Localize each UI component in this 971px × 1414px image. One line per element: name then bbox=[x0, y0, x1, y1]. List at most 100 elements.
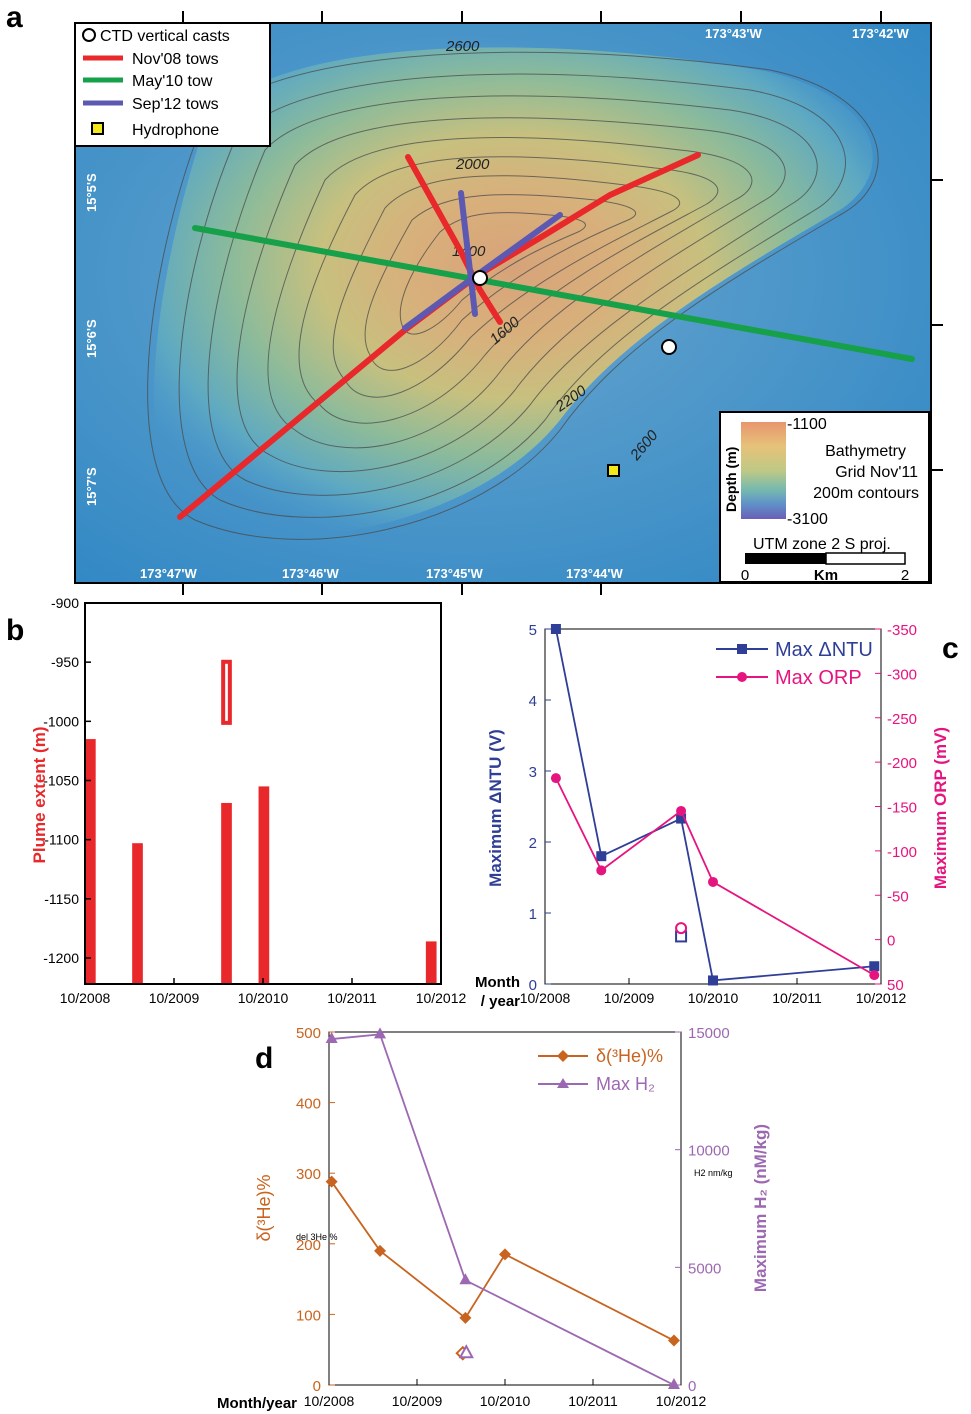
legend-he-marker bbox=[557, 1050, 569, 1062]
legend-label: Nov'08 tows bbox=[132, 51, 219, 68]
colorbar-box: Depth (m) -1100 -3100 Bathymetry Grid No… bbox=[719, 411, 930, 584]
left-tick-label: 400 bbox=[296, 1096, 321, 1113]
y-tick-label: -1000 bbox=[43, 713, 79, 729]
open-point bbox=[458, 1344, 474, 1359]
lon-label: 173°43'W bbox=[705, 26, 762, 41]
y-tick-label: -1200 bbox=[43, 950, 79, 966]
legend-label: Sep'12 tows bbox=[132, 96, 219, 113]
plume-bar bbox=[85, 739, 96, 984]
series-line bbox=[555, 777, 875, 976]
lon-label: 173°44'W bbox=[566, 566, 623, 581]
contour-label: 2600 bbox=[445, 38, 480, 55]
legend-label: Hydrophone bbox=[132, 122, 219, 139]
data-point bbox=[596, 865, 607, 876]
colorbar-note: 200m contours bbox=[813, 485, 919, 502]
depth-contours bbox=[147, 51, 879, 540]
panel-c-year-label: / year bbox=[481, 993, 520, 1010]
data-point bbox=[374, 1244, 387, 1257]
panel-d-right-label: Maximum H₂ (nM/kg) bbox=[751, 1124, 770, 1292]
right-tick-label: 0 bbox=[887, 933, 895, 950]
x-tick-label: 10/2012 bbox=[856, 990, 907, 1006]
panel-d-helium-hydrogen: d 010020030040050005000100001500010/2008… bbox=[217, 1025, 770, 1412]
x-tick-label: 10/2011 bbox=[327, 990, 377, 1006]
legend-h2-label: Max H₂ bbox=[596, 1074, 655, 1094]
legend-ntu-marker bbox=[737, 644, 747, 654]
map-legend: CTD vertical casts Nov'08 tows May'10 to… bbox=[74, 22, 271, 147]
panel-c-ntu-orp: c 0 1 2 3 4 5 50 0 -50 -100 -150 -200 -250 -300 -350 10… bbox=[475, 622, 959, 1010]
data-point bbox=[550, 773, 561, 784]
map-ticks bbox=[182, 11, 943, 595]
data-point bbox=[325, 1175, 338, 1188]
ctd-cast-marker bbox=[661, 339, 677, 355]
panel-c-legend: Max ΔNTU Max ORP bbox=[716, 639, 873, 689]
lon-label: 173°46'W bbox=[282, 566, 339, 581]
legend-hydrophone-symbol bbox=[91, 122, 104, 135]
colorbar-top-label: -1100 bbox=[787, 416, 827, 433]
panel-letter-c: c bbox=[942, 632, 959, 665]
data-point bbox=[676, 813, 687, 824]
right-tick-label: -50 bbox=[887, 888, 909, 905]
right-tick-label: -350 bbox=[887, 622, 917, 639]
y-tick-label: -950 bbox=[51, 654, 79, 670]
data-point bbox=[676, 805, 687, 816]
panel-d-note: H2 nm/kg bbox=[694, 1168, 733, 1178]
panel-b-bars bbox=[85, 659, 437, 984]
data-point bbox=[596, 851, 607, 862]
panel-d-left-label: δ(³He)% bbox=[254, 1174, 274, 1241]
panel-letter-a: a bbox=[6, 1, 23, 34]
projection-label: UTM zone 2 S proj. bbox=[753, 536, 891, 553]
colorbar-title: Depth (m) bbox=[723, 447, 739, 512]
data-point bbox=[499, 1248, 511, 1261]
legend-orp-label: Max ORP bbox=[775, 667, 862, 689]
colorbar-bottom-label: -3100 bbox=[787, 511, 828, 528]
panel-b-y-label: Plume extent (m) bbox=[30, 727, 49, 864]
bathymetry-map: 2600 2000 1400 1600 2200 2600 173°47'W bbox=[75, 23, 931, 583]
data-point bbox=[374, 1027, 387, 1039]
colorbar-note: Bathymetry bbox=[825, 443, 906, 460]
panel-d-legend: δ(³He)% Max H₂ bbox=[538, 1046, 663, 1094]
data-point bbox=[869, 961, 880, 972]
colorbar-note: Grid Nov'11 bbox=[835, 464, 918, 481]
right-tick-label: -250 bbox=[887, 711, 917, 728]
data-point bbox=[667, 1378, 680, 1389]
left-tick-label: 300 bbox=[296, 1166, 321, 1183]
x-tick-label: 10/2008 bbox=[520, 990, 571, 1006]
plume-bar-open bbox=[221, 659, 232, 725]
lat-label: 15°7'S bbox=[84, 467, 99, 506]
left-tick-label: 0 bbox=[313, 1378, 321, 1395]
left-tick-label: 4 bbox=[529, 693, 537, 710]
y-tick-label: -900 bbox=[51, 595, 79, 611]
y-tick-label: -1150 bbox=[44, 891, 79, 907]
data-point bbox=[459, 1311, 472, 1324]
plume-bar bbox=[258, 786, 270, 984]
panel-c-month-label: Month bbox=[475, 974, 520, 991]
scale-label: 2 bbox=[901, 567, 909, 584]
panel-a-map: a 2600 2000 1400 1600 2200 260 bbox=[6, 1, 943, 595]
x-tick-label: 10/2012 bbox=[656, 1393, 707, 1409]
depth-colorbar bbox=[741, 422, 786, 519]
tow-track-sep12-b bbox=[458, 190, 478, 317]
left-tick-label: 3 bbox=[529, 764, 537, 781]
series-line bbox=[330, 1181, 675, 1342]
x-tick-label: 10/2011 bbox=[772, 990, 822, 1006]
right-tick-label: -150 bbox=[887, 800, 917, 817]
ctd-cast-marker bbox=[472, 270, 488, 286]
left-tick-label: 1 bbox=[529, 906, 537, 923]
data-point bbox=[708, 876, 718, 887]
data-point bbox=[550, 624, 561, 634]
legend-ctd-symbol bbox=[82, 28, 96, 42]
hydrophone-marker bbox=[607, 464, 620, 477]
right-tick-label: 10000 bbox=[688, 1143, 730, 1160]
panel-letter-d: d bbox=[255, 1042, 273, 1075]
plume-bar bbox=[132, 843, 143, 984]
x-tick-label: 10/2008 bbox=[60, 990, 111, 1006]
volcano-relief bbox=[154, 47, 873, 536]
lat-label: 15°5'S bbox=[84, 173, 99, 212]
plume-bar bbox=[425, 941, 437, 984]
tow-tracks bbox=[177, 152, 915, 520]
contour-label: 2000 bbox=[455, 156, 490, 173]
x-tick-label: 10/2008 bbox=[304, 1393, 355, 1409]
left-tick-label: 5 bbox=[529, 622, 537, 639]
panel-d-note: del 3He % bbox=[296, 1232, 338, 1242]
